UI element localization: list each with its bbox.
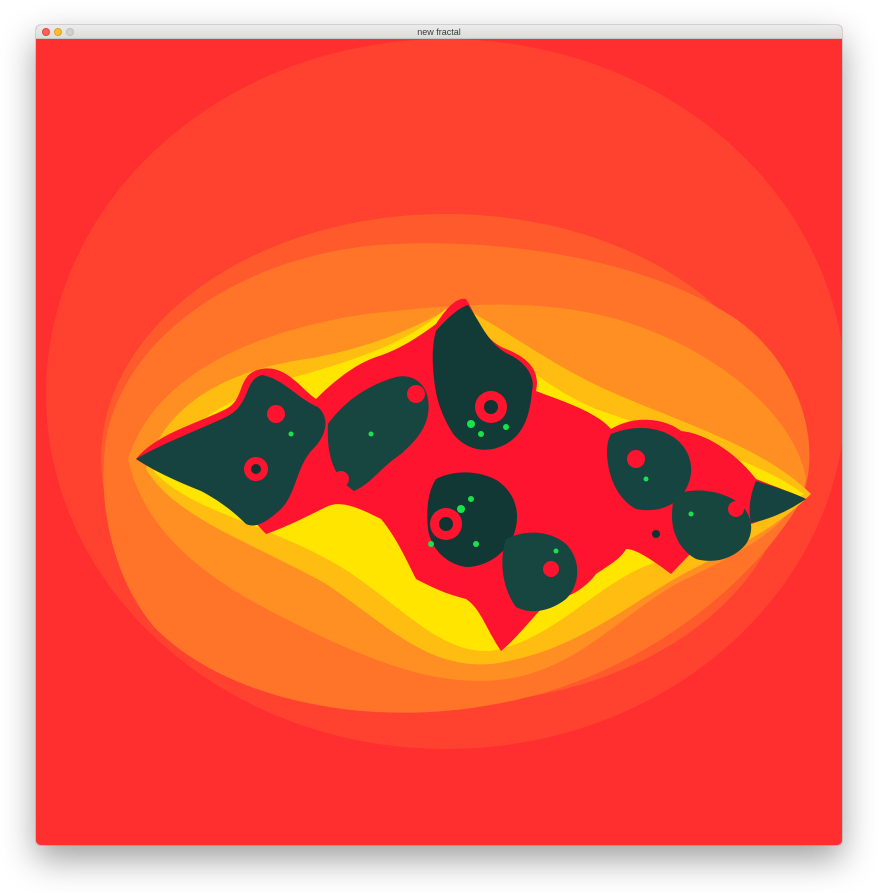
fractal-canvas[interactable] (36, 39, 842, 845)
julia-set (136, 298, 806, 651)
close-icon[interactable] (42, 28, 50, 36)
fractal-image (36, 39, 842, 845)
window-title: new fractal (417, 27, 461, 37)
title-bar[interactable]: new fractal (36, 25, 842, 39)
zoom-icon[interactable] (66, 28, 74, 36)
minimize-icon[interactable] (54, 28, 62, 36)
app-window: new fractal (36, 25, 842, 845)
